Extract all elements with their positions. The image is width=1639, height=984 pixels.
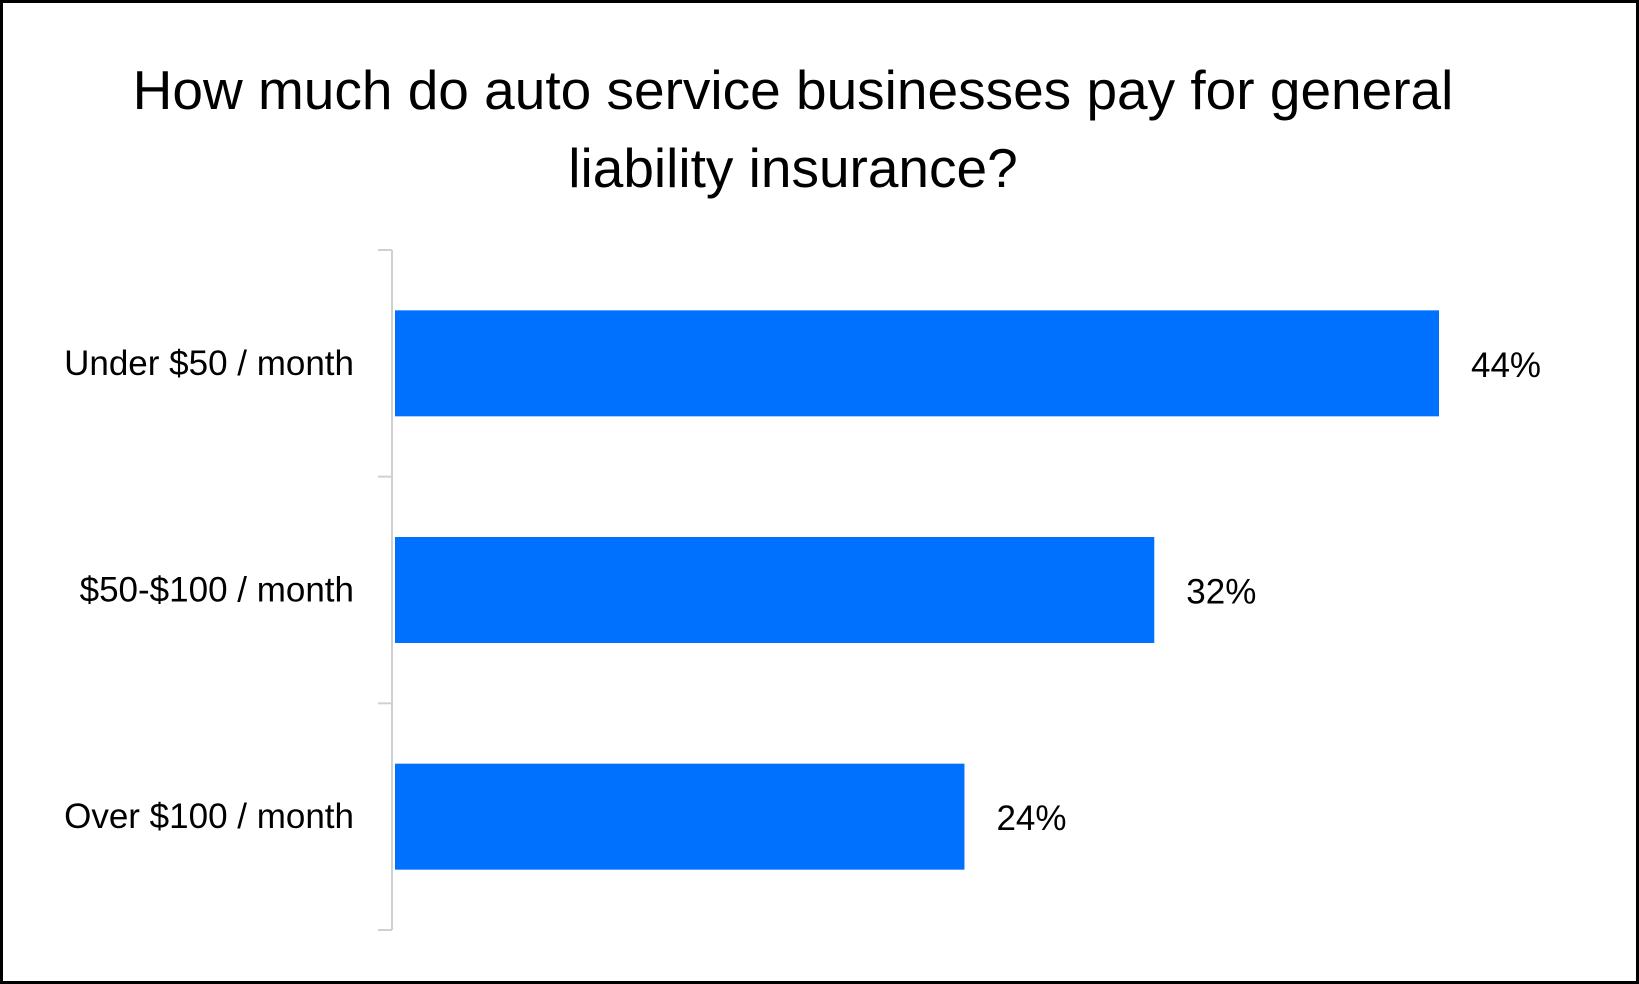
category-label: Under $50 / month <box>64 344 354 383</box>
data-label: 24% <box>996 799 1066 838</box>
bar <box>395 310 1439 417</box>
category-axis <box>378 249 393 931</box>
category-label: $50-$100 / month <box>80 571 354 610</box>
chart-title: How much do auto service businesses pay … <box>132 59 1454 199</box>
bars-group <box>395 310 1439 870</box>
bar <box>395 763 965 870</box>
bar <box>395 537 1155 643</box>
category-label: Over $100 / month <box>64 797 354 836</box>
data-label: 44% <box>1471 346 1541 385</box>
labels-group: Under $50 / month 44% $50-$100 / month 32% O… <box>64 344 1541 838</box>
data-label: 32% <box>1186 573 1256 612</box>
